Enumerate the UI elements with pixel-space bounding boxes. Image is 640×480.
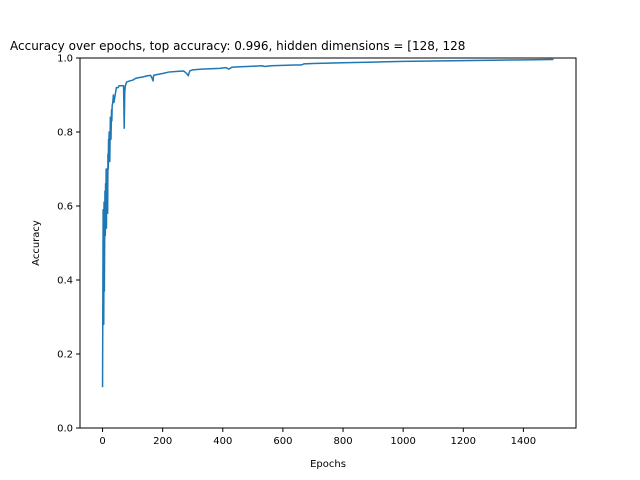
y-axis-ticks: 0.0 0.2 0.4 0.6 0.8 1.0 bbox=[57, 54, 80, 435]
y-axis-label: Accuracy bbox=[31, 220, 42, 266]
y-tick-label: 0.6 bbox=[57, 202, 73, 213]
x-tick-label: 1200 bbox=[451, 436, 476, 447]
x-axis-ticks: 0 200 400 600 800 1000 1200 1400 bbox=[99, 428, 536, 447]
x-tick-label: 200 bbox=[153, 436, 172, 447]
series-line-0 bbox=[101, 58, 554, 388]
y-tick-label: 0.8 bbox=[57, 128, 73, 139]
y-tick-label: 0.2 bbox=[57, 350, 73, 361]
x-tick-label: 0 bbox=[99, 436, 105, 447]
y-tick-label: 0.0 bbox=[57, 424, 73, 435]
x-tick-label: 1400 bbox=[511, 436, 536, 447]
x-tick-label: 400 bbox=[213, 436, 232, 447]
axes-frame bbox=[79, 57, 577, 429]
y-tick-label: 0.4 bbox=[57, 276, 73, 287]
x-tick-label: 600 bbox=[273, 436, 292, 447]
x-tick-label: 800 bbox=[333, 436, 352, 447]
chart-title: Accuracy over epochs, top accuracy: 0.99… bbox=[10, 39, 465, 53]
x-tick-label: 1000 bbox=[390, 436, 415, 447]
x-axis-label: Epochs bbox=[310, 459, 346, 470]
y-tick-label: 1.0 bbox=[57, 54, 73, 65]
plot-layer bbox=[101, 58, 554, 388]
